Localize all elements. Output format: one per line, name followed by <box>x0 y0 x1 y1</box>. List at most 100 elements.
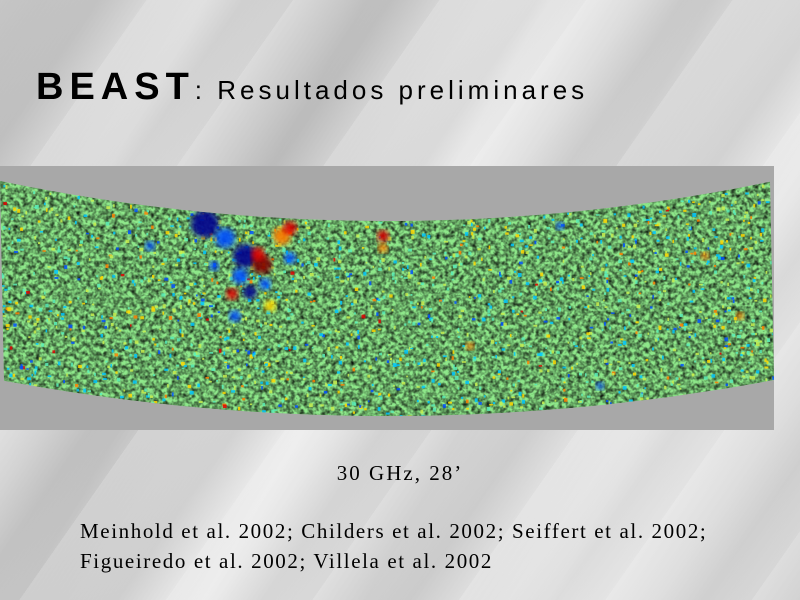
map-speckle <box>712 314 715 318</box>
map-speckle <box>732 210 735 214</box>
map-speckle <box>54 277 59 279</box>
map-speckle <box>679 313 683 318</box>
map-speckle <box>471 221 475 225</box>
map-speckle <box>365 225 369 229</box>
map-speckle <box>652 347 654 351</box>
map-speckle <box>289 371 293 375</box>
map-speckle <box>4 348 7 351</box>
map-speckle <box>591 380 594 383</box>
map-speckle <box>39 231 44 233</box>
map-speckle <box>29 304 34 308</box>
map-speckle <box>495 342 497 344</box>
map-speckle <box>442 355 447 358</box>
map-speckle <box>246 236 248 239</box>
map-speckle <box>431 404 436 407</box>
map-speckle <box>413 360 416 364</box>
map-speckle <box>138 221 142 223</box>
map-speckle <box>288 349 291 352</box>
map-speckle <box>162 311 165 315</box>
map-speckle <box>56 383 59 387</box>
map-speckle <box>451 278 454 281</box>
map-speckle <box>690 252 694 255</box>
map-speckle <box>279 292 283 295</box>
map-speckle <box>428 237 431 240</box>
map-speckle <box>699 311 702 313</box>
map-speckle <box>404 222 408 226</box>
map-speckle <box>85 232 89 235</box>
map-speckle <box>27 377 31 381</box>
map-speckle <box>253 276 255 280</box>
map-speckle <box>407 274 412 279</box>
map-speckle <box>514 383 517 388</box>
map-speckle <box>658 325 662 328</box>
map-speckle <box>193 262 197 264</box>
map-speckle <box>217 311 221 314</box>
map-speckle <box>630 259 635 263</box>
map-speckle <box>345 272 349 277</box>
map-speckle <box>457 330 459 333</box>
map-speckle <box>507 344 511 347</box>
map-speckle <box>465 380 469 385</box>
map-speckle <box>662 215 666 217</box>
map-speckle <box>283 270 286 274</box>
map-speckle <box>33 206 37 209</box>
map-speckle <box>626 308 630 312</box>
map-speckle <box>454 253 459 257</box>
map-speckle <box>617 361 621 363</box>
map-speckle <box>640 393 644 398</box>
map-speckle <box>224 337 227 341</box>
map-speckle <box>231 376 235 379</box>
map-speckle <box>748 361 751 364</box>
map-speckle <box>134 208 138 213</box>
map-speckle <box>667 317 670 321</box>
map-speckle <box>692 201 695 203</box>
map-speckle <box>595 214 600 216</box>
map-speckle <box>304 343 309 346</box>
map-speckle <box>727 307 731 311</box>
map-speckle <box>110 364 112 368</box>
map-speckle <box>220 251 223 254</box>
map-speckle <box>727 320 731 324</box>
map-speckle <box>713 310 717 313</box>
map-speckle <box>568 305 572 309</box>
map-speckle <box>410 347 414 350</box>
map-speckle <box>471 318 476 321</box>
map-speckle <box>512 383 516 387</box>
map-speckle <box>726 209 730 213</box>
map-speckle <box>257 307 260 309</box>
map-speckle <box>216 380 218 382</box>
map-speckle <box>424 255 427 259</box>
map-speckle <box>499 271 501 276</box>
map-speckle <box>493 402 496 404</box>
map-speckle <box>442 404 446 408</box>
map-speckle <box>76 388 79 392</box>
map-speckle <box>410 294 413 296</box>
map-speckle <box>202 292 206 295</box>
map-speckle <box>724 345 728 348</box>
map-speckle <box>222 391 226 395</box>
map-speckle <box>239 310 244 314</box>
map-speckle <box>519 239 524 243</box>
map-speckle <box>338 254 341 259</box>
map-speckle <box>169 353 172 358</box>
map-speckle <box>327 347 330 351</box>
map-speckle <box>729 379 734 383</box>
map-speckle <box>130 204 132 209</box>
map-speckle <box>412 322 416 326</box>
map-speckle <box>468 296 471 298</box>
map-speckle <box>161 283 164 286</box>
map-speckle <box>551 350 554 354</box>
map-speckle <box>474 296 476 299</box>
map-speckle <box>36 318 40 321</box>
map-speckle <box>314 263 318 267</box>
map-speckle <box>54 322 57 326</box>
map-speckle <box>262 402 266 407</box>
map-speckle <box>236 349 239 353</box>
map-speckle <box>290 313 294 316</box>
map-speckle <box>769 328 773 333</box>
map-speckle <box>673 327 677 331</box>
map-speckle <box>534 293 537 296</box>
map-speckle <box>606 277 609 280</box>
map-speckle <box>228 273 233 278</box>
map-speckle <box>306 226 311 230</box>
